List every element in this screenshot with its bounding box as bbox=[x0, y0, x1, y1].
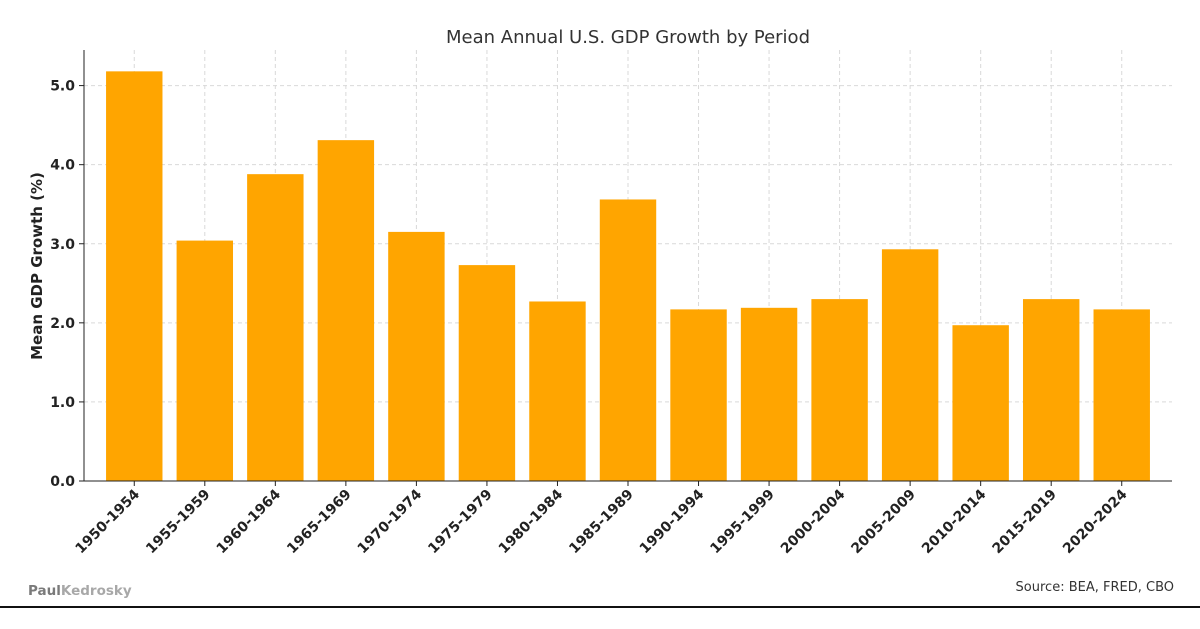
bar bbox=[388, 231, 445, 481]
y-tick-label: 5.0 bbox=[50, 79, 75, 95]
x-tick-label: 1950-1954 bbox=[73, 486, 144, 557]
y-ticks: 0.0 1.0 2.0 3.0 4.0 5.0 bbox=[50, 79, 84, 490]
source-note: Source: BEA, FRED, CBO bbox=[1015, 580, 1174, 595]
bar bbox=[811, 299, 868, 481]
x-tick-label: 2010-2014 bbox=[919, 486, 990, 557]
x-tick-label: 1985-1989 bbox=[566, 487, 637, 558]
bar bbox=[529, 301, 586, 481]
bar bbox=[247, 174, 304, 481]
y-tick-label: 2.0 bbox=[50, 316, 75, 332]
brand-last: Kedrosky bbox=[60, 583, 132, 599]
y-axis-label: Mean GDP Growth (%) bbox=[28, 172, 46, 360]
bar bbox=[317, 140, 375, 482]
x-tick-label: 1965-1969 bbox=[284, 487, 355, 558]
x-tick-label: 2005-2009 bbox=[848, 487, 919, 558]
x-tick-label: 1990-1994 bbox=[637, 486, 708, 557]
x-tick-label: 1980-1984 bbox=[496, 486, 567, 557]
x-tick-label: 1955-1959 bbox=[143, 487, 214, 558]
x-tick-label: 1960-1964 bbox=[214, 486, 285, 557]
bar bbox=[176, 240, 234, 481]
x-tick-label: 1975-1979 bbox=[425, 487, 496, 558]
x-tick-label: 2015-2019 bbox=[989, 487, 1060, 558]
bar bbox=[670, 309, 727, 481]
brand-logo: PaulKedrosky bbox=[28, 583, 132, 599]
brand-first: Paul bbox=[28, 583, 61, 599]
y-tick-label: 1.0 bbox=[50, 395, 75, 411]
x-ticks: 1950-1954 1955-1959 1960-1964 1965-1969 1970… bbox=[73, 481, 1131, 557]
footer-divider bbox=[0, 606, 1200, 608]
bar bbox=[106, 71, 163, 481]
bar bbox=[1022, 299, 1080, 481]
bar bbox=[881, 249, 939, 481]
x-tick-label: 2020-2024 bbox=[1060, 486, 1131, 557]
x-tick-label: 2000-2004 bbox=[778, 486, 849, 557]
bar bbox=[952, 325, 1009, 481]
bars bbox=[106, 71, 1150, 482]
y-tick-label: 3.0 bbox=[50, 237, 75, 253]
bar bbox=[1093, 309, 1150, 481]
bar bbox=[599, 199, 657, 481]
y-tick-label: 0.0 bbox=[50, 474, 75, 490]
x-tick-label: 1970-1974 bbox=[355, 486, 426, 557]
bar bbox=[458, 265, 516, 481]
y-tick-label: 4.0 bbox=[50, 158, 75, 174]
x-tick-label: 1995-1999 bbox=[707, 487, 778, 558]
chart-title: Mean Annual U.S. GDP Growth by Period bbox=[446, 27, 810, 48]
bar bbox=[740, 307, 798, 481]
